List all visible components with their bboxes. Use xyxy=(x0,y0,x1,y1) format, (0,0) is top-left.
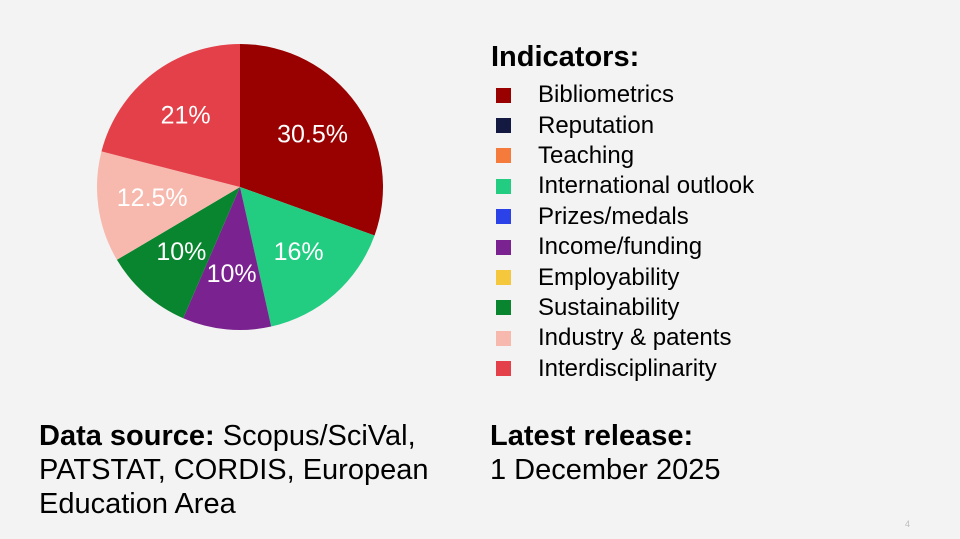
pie-slice-income-funding xyxy=(183,187,272,330)
legend-item-interdisciplinarity: Interdisciplinarity xyxy=(491,354,754,384)
legend-swatch xyxy=(496,239,511,255)
latest-release-label: Latest release: xyxy=(490,420,694,452)
legend: Indicators: Bibliometrics Reputation Tea… xyxy=(491,40,754,384)
legend-label: Interdisciplinarity xyxy=(538,354,717,382)
legend-swatch xyxy=(496,87,511,103)
legend-label: Prizes/medals xyxy=(538,202,689,230)
legend-item-reputation: Reputation xyxy=(491,110,754,140)
data-source-label: Data source: xyxy=(39,420,215,452)
legend-label: Industry & patents xyxy=(538,324,732,352)
pie-slice-industry-patents xyxy=(97,151,240,260)
legend-swatch xyxy=(496,330,511,346)
legend-item-income-funding: Income/funding xyxy=(491,232,754,262)
legend-label: Employability xyxy=(538,263,680,291)
latest-release: Latest release: 1 December 2025 xyxy=(490,419,890,487)
pie-chart: 30.5% 16% 10%10% 12.5% 21% xyxy=(97,44,383,330)
pie-slice-bibliometrics xyxy=(240,44,383,236)
legend-item-industry-patents: Industry & patents xyxy=(491,323,754,353)
pie-data-label: 16% xyxy=(274,238,324,266)
legend-item-teaching: Teaching xyxy=(491,141,754,171)
latest-release-date: 1 December 2025 xyxy=(490,454,721,486)
data-source-text: Scopus/SciVal, PATSTAT, CORDIS, European… xyxy=(39,420,429,520)
legend-label: Reputation xyxy=(538,111,655,139)
pie-data-label: 12.5% xyxy=(117,184,188,212)
legend-swatch xyxy=(496,361,511,377)
pie-slice-interdisciplinarity xyxy=(101,44,240,187)
pie-data-label: 21% xyxy=(161,102,211,130)
legend-swatch xyxy=(496,178,511,194)
legend-label: International outlook xyxy=(538,172,755,200)
legend-swatch xyxy=(496,300,511,316)
legend-label: Sustainability xyxy=(538,293,680,321)
legend-title: Indicators: xyxy=(491,41,640,73)
legend-label: Teaching xyxy=(538,141,635,169)
legend-item-international-outlook: International outlook xyxy=(491,171,754,201)
legend-item-sustainability: Sustainability xyxy=(491,293,754,323)
legend-item-bibliometrics: Bibliometrics xyxy=(491,80,754,110)
legend-swatch xyxy=(496,148,511,164)
pie-slice-sustainability xyxy=(116,187,240,319)
slide-number: 4 xyxy=(904,519,910,529)
legend-list: Bibliometrics Reputation Teaching Intern… xyxy=(491,80,754,384)
pie-data-label: 30.5% xyxy=(277,121,348,149)
pie-slice-international-outlook xyxy=(240,187,375,327)
legend-label: Bibliometrics xyxy=(538,81,675,109)
data-source: Data source: Scopus/SciVal, PATSTAT, COR… xyxy=(39,419,459,521)
pie-data-label: 10% xyxy=(156,238,206,266)
legend-item-employability: Employability xyxy=(491,262,754,292)
legend-swatch xyxy=(496,118,511,134)
legend-item-prizes-medals: Prizes/medals xyxy=(491,202,754,232)
pie-data-label: 10% xyxy=(207,260,257,288)
legend-swatch xyxy=(496,209,511,225)
legend-label: Income/funding xyxy=(538,233,703,261)
legend-swatch xyxy=(496,270,511,286)
